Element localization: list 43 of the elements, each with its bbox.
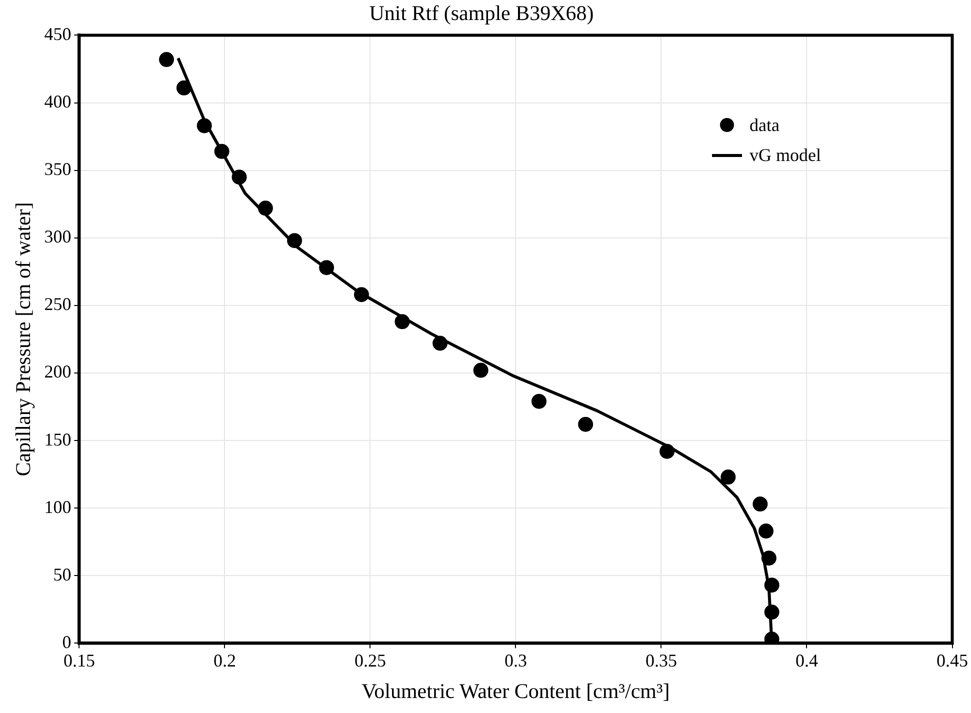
x-tick-label: 0.3 xyxy=(504,650,527,671)
legend-label: data xyxy=(750,114,780,136)
y-tick-label: 250 xyxy=(44,294,72,314)
point xyxy=(319,260,334,276)
y-tick-label: 50 xyxy=(53,564,72,584)
x-tick-label: 0.35 xyxy=(645,650,677,671)
y-tick-label: 200 xyxy=(44,362,72,382)
y-tick-label: 350 xyxy=(44,159,72,180)
y-tick-label: 0 xyxy=(62,632,72,652)
point xyxy=(258,200,273,216)
point xyxy=(764,578,780,593)
x-tick-label: 0.15 xyxy=(63,650,95,671)
point xyxy=(578,416,594,432)
y-tick-label: 400 xyxy=(44,91,72,112)
x-axis-title: Volumetric Water Content [cm³/cm³] xyxy=(362,678,670,703)
point xyxy=(394,314,410,330)
legend-label: vG model xyxy=(750,144,821,166)
chart-title: Unit Rtf (sample B39X68) xyxy=(369,1,594,26)
point xyxy=(432,336,448,351)
point xyxy=(764,604,780,620)
x-tick-label: 0.4 xyxy=(795,650,818,671)
point xyxy=(532,394,547,409)
point xyxy=(176,80,192,96)
point xyxy=(196,118,212,134)
y-tick-label: 300 xyxy=(44,226,72,247)
point xyxy=(660,444,675,459)
point xyxy=(758,524,774,539)
point xyxy=(354,287,369,302)
x-tick-label: 0.2 xyxy=(213,650,236,671)
point xyxy=(287,233,302,248)
point xyxy=(159,52,174,68)
point xyxy=(761,550,776,566)
point xyxy=(720,470,736,485)
x-tick-label: 0.25 xyxy=(354,650,386,671)
x-tick-label: 0.45 xyxy=(936,650,968,671)
point xyxy=(214,144,230,159)
point xyxy=(232,170,247,185)
point xyxy=(752,496,768,512)
y-axis-title: Capillary Pressure [cm of water] xyxy=(11,202,36,476)
y-tick-label: 450 xyxy=(44,24,72,44)
y-tick-label: 100 xyxy=(44,496,72,517)
y-tick-label: 150 xyxy=(44,429,72,450)
point xyxy=(473,362,488,378)
